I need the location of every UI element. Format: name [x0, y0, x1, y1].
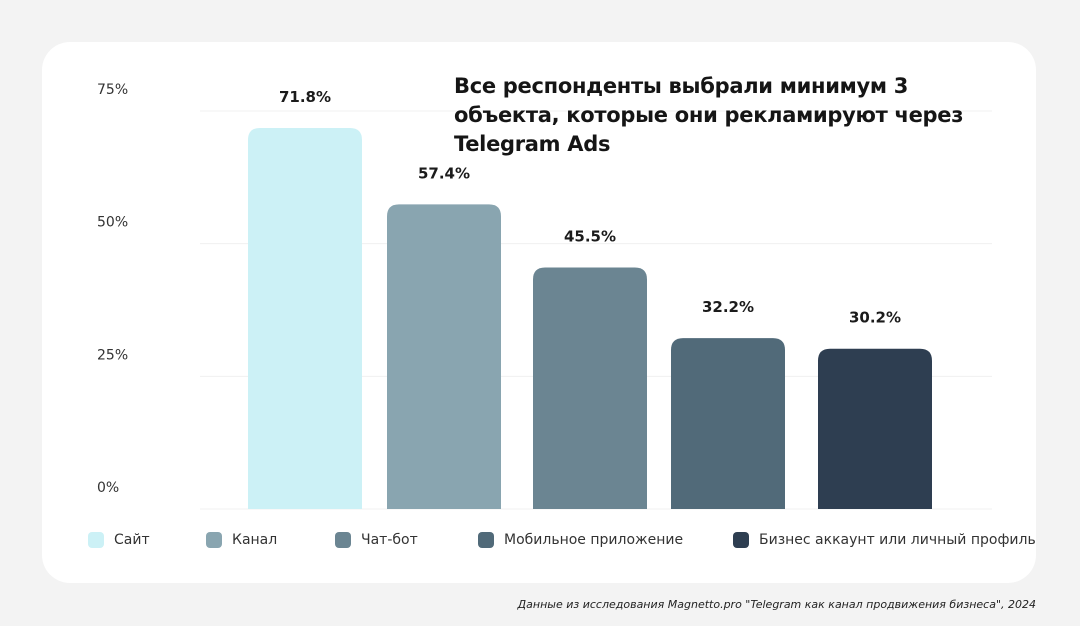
legend-item: Мобильное приложение [478, 532, 683, 548]
data-label: 45.5% [564, 228, 616, 246]
bar-4 [671, 338, 785, 509]
y-tick-label: 50% [97, 215, 128, 231]
legend-item: Канал [206, 532, 277, 548]
bar-5 [818, 348, 932, 509]
legend-label: Канал [232, 532, 278, 548]
legend-item: Чат-бот [335, 532, 418, 548]
legend-swatch [478, 532, 494, 548]
legend-label: Сайт [114, 532, 150, 548]
y-tick-label: 0% [97, 480, 119, 496]
bar-2 [387, 204, 501, 509]
legend-label: Чат-бот [361, 532, 418, 548]
source-note: Данные из исследования Magnetto.pro "Tel… [517, 598, 1036, 611]
bar-3 [533, 267, 647, 509]
data-label: 32.2% [702, 298, 754, 316]
data-label: 71.8% [279, 88, 331, 106]
y-tick-label: 75% [97, 82, 128, 98]
legend-label: Мобильное приложение [504, 532, 684, 548]
data-label: 30.2% [849, 309, 901, 327]
data-label: 57.4% [418, 164, 470, 182]
legend-swatch [88, 532, 104, 548]
legend-swatch [733, 532, 749, 548]
legend-swatch [335, 532, 351, 548]
legend-item: Сайт [88, 532, 150, 548]
legend-label: Бизнес аккаунт или личный профиль [759, 532, 1036, 548]
legend-swatch [206, 532, 222, 548]
legend-item: Бизнес аккаунт или личный профиль [733, 532, 1036, 548]
y-tick-label: 25% [97, 347, 128, 363]
bar-1 [248, 127, 362, 510]
chart-title: Все респонденты выбрали минимум 3 объект… [454, 74, 964, 156]
